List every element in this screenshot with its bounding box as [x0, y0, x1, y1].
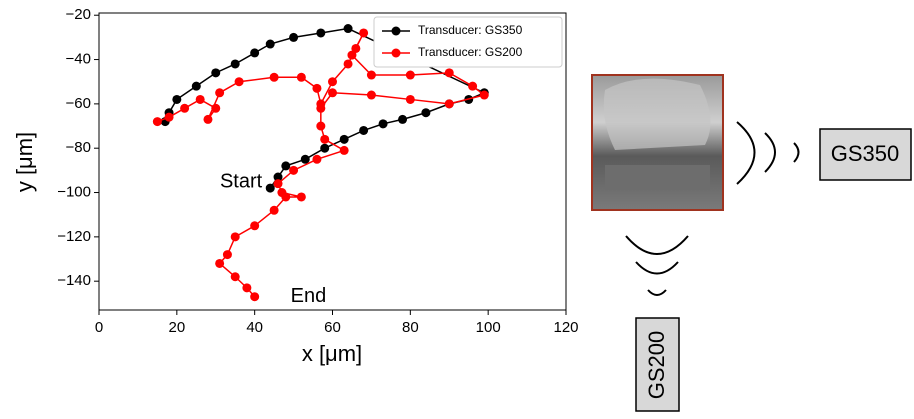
data-point	[328, 88, 337, 98]
data-point	[405, 70, 415, 80]
data-point	[312, 83, 322, 93]
legend-marker	[391, 26, 401, 36]
y-tick-label: −140	[57, 272, 91, 289]
data-point	[250, 48, 260, 58]
data-point	[265, 39, 275, 49]
data-point	[343, 24, 353, 34]
data-point	[347, 50, 357, 60]
data-point	[289, 32, 299, 42]
data-point	[359, 125, 369, 135]
waves-right	[736, 121, 800, 185]
x-tick-label: 20	[168, 319, 185, 336]
data-point	[316, 103, 326, 113]
data-point	[378, 119, 388, 129]
data-point	[265, 183, 275, 193]
x-tick-label: 120	[553, 319, 578, 336]
y-tick-label: −20	[66, 6, 91, 23]
data-point	[195, 94, 205, 104]
y-tick-label: −120	[57, 228, 91, 245]
data-point	[296, 192, 306, 202]
x-axis-label: x [μm]	[302, 341, 362, 366]
data-point	[366, 90, 376, 100]
device-base	[605, 165, 710, 190]
data-point	[468, 81, 478, 91]
data-point	[211, 68, 221, 78]
x-tick-label: 100	[476, 319, 501, 336]
data-point	[300, 154, 310, 164]
data-point	[180, 103, 190, 113]
data-point	[203, 114, 213, 124]
data-point	[328, 77, 337, 87]
data-point	[320, 143, 330, 153]
data-point	[222, 250, 232, 260]
data-point	[164, 112, 174, 122]
data-point	[296, 72, 306, 82]
annotation: Start	[220, 170, 263, 192]
data-point	[320, 134, 330, 144]
data-point	[405, 94, 415, 104]
data-point	[444, 68, 454, 78]
data-point	[230, 272, 240, 282]
data-point	[351, 43, 361, 53]
data-point	[339, 145, 349, 155]
legend-box	[373, 16, 563, 68]
data-point	[281, 161, 291, 171]
data-point	[444, 99, 454, 109]
data-point	[230, 232, 240, 242]
legend-marker	[391, 48, 401, 58]
data-point	[211, 103, 221, 113]
data-point	[230, 59, 240, 69]
x-tick-label: 80	[402, 319, 419, 336]
data-point	[273, 179, 283, 189]
y-axis-label: y [μm]	[12, 132, 37, 192]
data-point	[398, 114, 408, 124]
data-point	[316, 121, 326, 131]
y-tick-label: −60	[66, 95, 91, 112]
data-point	[359, 28, 369, 38]
data-point	[215, 258, 225, 268]
transducer-label: GS350	[831, 141, 900, 166]
data-point	[172, 94, 182, 104]
data-point	[339, 134, 349, 144]
data-point	[281, 192, 291, 202]
data-point	[242, 283, 252, 293]
y-tick-label: −80	[66, 139, 91, 156]
data-point	[312, 154, 322, 164]
y-tick-label: −40	[66, 51, 91, 68]
x-tick-label: 60	[324, 319, 341, 336]
x-tick-label: 0	[95, 319, 103, 336]
data-point	[316, 28, 326, 38]
data-point	[289, 165, 299, 175]
data-point	[273, 172, 283, 182]
legend-label: Transducer: GS200	[418, 45, 523, 59]
device-top	[603, 78, 711, 150]
y-tick-label: −100	[57, 183, 91, 200]
annotation: End	[291, 285, 327, 307]
data-point	[269, 72, 279, 82]
data-point	[191, 81, 201, 91]
data-point	[269, 205, 279, 215]
transducer-label: GS200	[644, 331, 669, 400]
data-point	[366, 70, 376, 80]
data-point	[479, 90, 489, 100]
waves-bottom	[625, 235, 689, 296]
data-point	[250, 221, 260, 231]
data-point	[421, 108, 431, 118]
transducer-box	[635, 317, 680, 412]
series-line	[157, 32, 486, 298]
data-point	[250, 292, 260, 302]
legend-label: Transducer: GS350	[418, 23, 523, 37]
data-point	[215, 88, 225, 98]
data-point	[152, 117, 162, 127]
data-point	[343, 59, 353, 69]
x-tick-label: 40	[246, 319, 263, 336]
data-point	[234, 77, 244, 87]
transducer-box	[819, 128, 912, 181]
